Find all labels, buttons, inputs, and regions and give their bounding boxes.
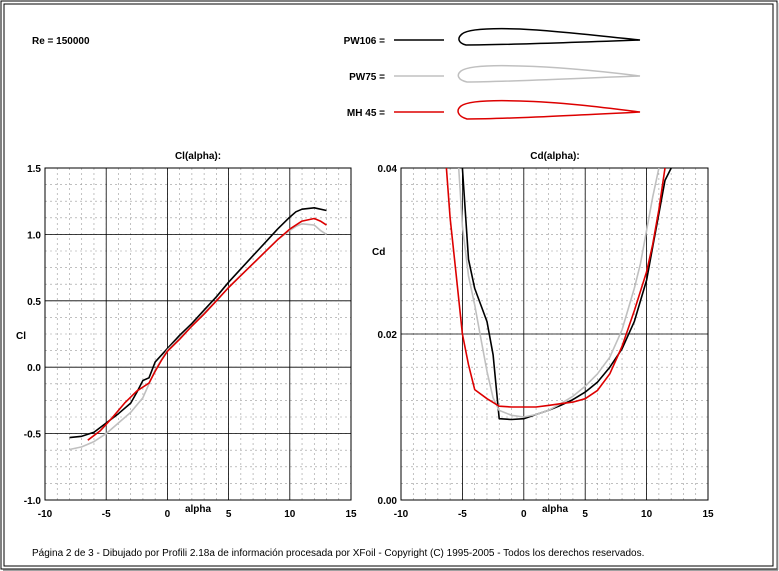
x-tick-label: 10 [284,509,296,520]
y-tick-label: 0.02 [378,330,398,341]
cd-tick-labels: -10 -5 0 5 10 15 0.00 0.02 0.04 [378,164,714,520]
cd-y-axis-label: Cd [372,247,385,258]
cd-series-line-2 [445,168,666,408]
y-tick-label: -1.0 [24,496,42,507]
y-tick-label: 0.04 [378,164,398,175]
x-tick-label: 15 [702,509,714,520]
x-tick-label: -10 [38,509,53,520]
cl-tick-labels: -10 -5 0 5 10 15 -1.0 -0.5 0.0 0.5 1.0 1.5 [24,164,357,520]
legend: PW106 = PW75 = MH 45 = [344,27,641,120]
cd-series-line-0 [461,168,672,421]
airfoil-pw75-icon [457,64,641,83]
legend-label: PW75 = [349,72,385,83]
x-tick-label: -5 [458,509,467,520]
cd-series [445,168,672,421]
plot-border [44,167,352,501]
cd-grid [400,167,709,501]
x-tick-label: -5 [102,509,111,520]
legend-label: MH 45 = [347,108,385,119]
x-tick-label: -10 [394,509,409,520]
airfoil-mh45-icon [457,99,641,120]
y-tick-label: -0.5 [24,430,42,441]
plot-border [400,167,709,501]
cl-chart-title: Cl(alpha): [175,151,221,162]
legend-item-pw75: PW75 = [349,64,641,83]
reynolds-label: Re = 150000 [32,36,90,47]
cl-series-line-2 [87,217,327,441]
y-tick-label: 0.5 [27,297,41,308]
cl-alpha-chart: -10 -5 0 5 10 15 -1.0 -0.5 0.0 0.5 1.0 1.5 Cl(alpha… [16,151,357,520]
cd-x-axis-label: alpha [542,504,569,515]
legend-item-pw106: PW106 = [344,27,641,47]
cl-series-line-0 [69,207,327,439]
x-tick-label: 5 [226,509,232,520]
x-tick-label: 0 [165,509,171,520]
y-tick-label: 0.00 [378,496,398,507]
cd-series-line-1 [457,168,660,418]
y-tick-label: 0.0 [27,363,41,374]
cl-x-axis-label: alpha [185,504,212,515]
cl-series-line-1 [69,223,327,451]
y-tick-label: 1.5 [27,164,41,175]
cd-alpha-chart: -10 -5 0 5 10 15 0.00 0.02 0.04 Cd(alpha): alpha… [372,151,714,520]
x-tick-label: 5 [582,509,588,520]
cl-series [69,207,327,451]
inner-border [3,3,774,567]
x-tick-label: 15 [345,509,357,520]
cd-chart-title: Cd(alpha): [530,151,579,162]
legend-label: PW106 = [344,36,386,47]
legend-item-mh45: MH 45 = [347,99,641,120]
airfoil-pw106-icon [458,27,641,46]
cl-y-axis-label: Cl [16,331,26,342]
x-tick-label: 0 [521,509,527,520]
cl-grid [44,167,352,501]
x-tick-label: 10 [641,509,653,520]
footer-copyright: Página 2 de 3 - Dibujado por Profili 2.1… [32,548,644,559]
y-tick-label: 1.0 [27,230,41,241]
